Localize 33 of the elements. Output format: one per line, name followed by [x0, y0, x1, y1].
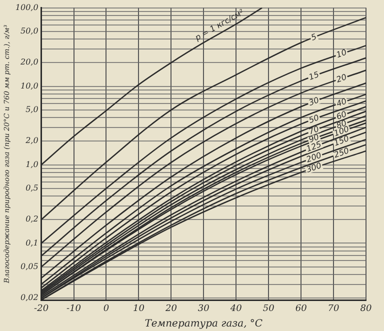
x-tick-label: 50: [262, 304, 275, 314]
text: 20: [335, 72, 348, 84]
x-tick-label: 10: [132, 304, 145, 314]
y-tick-label: 1,0: [26, 160, 38, 169]
y-tick-label: 0,5: [26, 183, 38, 192]
y-tick-label: 10,0: [20, 81, 38, 90]
x-tick-label: 80: [360, 304, 372, 314]
x-tick-label: -10: [66, 304, 82, 314]
text: 50: [308, 113, 320, 125]
y-tick-label: 0,2: [26, 214, 38, 224]
text: 30: [308, 96, 320, 108]
y-tick-label: 100,0: [15, 2, 38, 12]
y-tick-label: 0,02: [20, 293, 38, 302]
y-tick-label: 2,0: [24, 136, 38, 146]
x-tick-label: 20: [164, 304, 178, 314]
x-tick-label: 30: [198, 304, 210, 314]
text: 10: [335, 48, 348, 60]
x-tick-label: 70: [328, 304, 340, 314]
y-tick-label: 0,1: [26, 238, 38, 248]
text: 250: [332, 146, 350, 160]
y-tick-label: 5,0: [26, 104, 38, 114]
y-tick-label: 20,0: [19, 58, 38, 67]
x-tick-label: -20: [34, 304, 49, 314]
x-tick-label: 0: [103, 304, 110, 314]
y-tick-label: 50,0: [20, 26, 38, 36]
text: 40: [335, 96, 348, 109]
text: 300: [305, 161, 323, 174]
text: 15: [308, 70, 320, 82]
x-axis-title: Температура газа, °С: [144, 318, 263, 330]
text: 5: [310, 32, 318, 42]
x-tick-label: 60: [295, 304, 308, 314]
x-tick-label: 40: [229, 304, 242, 314]
y-tick-label: 0,05: [20, 262, 38, 271]
